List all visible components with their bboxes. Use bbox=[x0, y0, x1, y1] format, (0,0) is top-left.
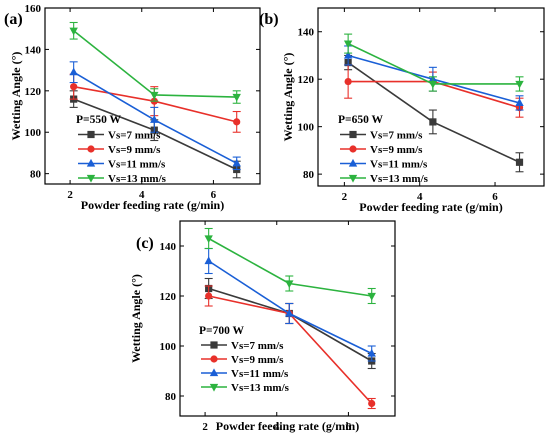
series-4 bbox=[343, 33, 524, 92]
y-tick-label: 140 bbox=[298, 27, 315, 39]
data-point bbox=[204, 256, 213, 265]
legend-marker bbox=[87, 145, 95, 153]
data-point bbox=[150, 91, 159, 100]
legend-marker bbox=[210, 355, 218, 363]
data-point bbox=[367, 348, 376, 357]
legend-entry: Vs=7 mm/s bbox=[108, 130, 161, 142]
legend-entry: Vs=9 mm/s bbox=[231, 354, 284, 366]
data-point bbox=[205, 292, 213, 300]
legend-marker bbox=[209, 368, 219, 377]
legend-marker bbox=[209, 383, 219, 392]
x-tick-label: 4 bbox=[274, 421, 280, 433]
y-tick-label: 120 bbox=[160, 291, 177, 303]
data-point bbox=[515, 158, 524, 166]
data-point bbox=[70, 83, 78, 91]
series-4 bbox=[204, 227, 376, 305]
data-point bbox=[204, 235, 213, 244]
data-point bbox=[285, 280, 294, 289]
panel-label: (b) bbox=[259, 11, 279, 28]
y-tick-label: 120 bbox=[298, 74, 315, 86]
chart-panel-1: 2 4 6 80 100 120 140 160 Powder feeding rate (g/… bbox=[4, 3, 261, 212]
legend-entry: Vs=7 mm/s bbox=[231, 340, 284, 352]
series-4 bbox=[69, 21, 241, 104]
legend-entry: Vs=11 mm/s bbox=[231, 368, 289, 380]
legend-entry: Vs=7 mm/s bbox=[370, 130, 423, 142]
legend-title: P=650 W bbox=[338, 114, 383, 126]
data-point bbox=[343, 40, 353, 49]
y-axis-label: Wetting Angle (°) bbox=[129, 274, 143, 363]
plot-frame bbox=[179, 220, 396, 417]
data-point bbox=[515, 80, 524, 89]
y-axis-label: Wetting Angle (°) bbox=[281, 53, 295, 142]
x-tick-label: 4 bbox=[417, 191, 423, 203]
data-point bbox=[285, 308, 294, 317]
legend-marker bbox=[86, 158, 96, 167]
series-3 bbox=[204, 247, 376, 362]
legend-marker bbox=[86, 174, 96, 183]
legend-entry: Vs=13 mm/s bbox=[231, 382, 290, 394]
legend-entry: Vs=9 mm/s bbox=[370, 144, 423, 156]
data-point bbox=[367, 292, 376, 301]
x-tick-label: 2 bbox=[67, 189, 73, 201]
panel-label: (a) bbox=[4, 11, 23, 28]
legend-entry: Vs=13 mm/s bbox=[370, 173, 429, 185]
legend: P=550 W Vs=7 mm/s Vs=9 mm/s Vs=11 mm/s Vs=13… bbox=[76, 114, 167, 185]
data-point bbox=[368, 399, 376, 408]
data-point bbox=[232, 158, 241, 167]
legend-entry: Vs=11 mm/s bbox=[370, 159, 428, 171]
y-tick-label: 80 bbox=[30, 169, 42, 181]
y-tick-label: 80 bbox=[303, 169, 315, 181]
x-axis-label: Powder feeding rate (g/min) bbox=[216, 419, 359, 433]
x-tick-label: 2 bbox=[342, 191, 348, 203]
panel-label: (c) bbox=[136, 235, 154, 252]
data-point bbox=[232, 93, 241, 102]
y-tick-label: 140 bbox=[160, 241, 177, 253]
data-point bbox=[344, 77, 352, 86]
x-tick-label: 6 bbox=[346, 421, 352, 433]
legend-title: P=700 W bbox=[199, 325, 244, 337]
data-point bbox=[429, 118, 437, 126]
x-tick-label: 2 bbox=[202, 421, 208, 433]
plot-frame bbox=[44, 7, 261, 185]
legend-marker bbox=[210, 341, 218, 349]
y-tick-label: 100 bbox=[298, 122, 315, 134]
x-tick-label: 4 bbox=[139, 189, 145, 201]
legend-marker bbox=[348, 158, 358, 167]
x-axis-label: Powder feeding rate (g/min) bbox=[81, 198, 224, 212]
y-axis-label: Wetting Angle (°) bbox=[9, 52, 23, 141]
legend-marker bbox=[348, 174, 358, 183]
y-tick-label: 80 bbox=[165, 391, 177, 403]
data-point bbox=[515, 98, 524, 107]
legend-marker bbox=[349, 130, 357, 139]
y-tick-label: 140 bbox=[25, 44, 42, 56]
x-axis-label: Powder feeding rate (g/min) bbox=[359, 200, 502, 214]
y-tick-label: 100 bbox=[25, 127, 42, 139]
chart-panel-2: 2 4 6 80 100 120 140 Powder feeding rate (g/min… bbox=[259, 7, 545, 214]
legend-marker bbox=[87, 130, 95, 139]
series-line bbox=[208, 237, 372, 297]
y-tick-label: 100 bbox=[160, 341, 177, 353]
series-3 bbox=[69, 61, 241, 171]
legend: P=650 W Vs=7 mm/s Vs=9 mm/s Vs=11 mm/s Vs=13… bbox=[338, 114, 429, 185]
legend-entry: Vs=11 mm/s bbox=[108, 159, 166, 171]
legend-entry: Vs=13 mm/s bbox=[108, 173, 167, 185]
chart-panel-3: 2 4 6 80 100 120 140 Powder feeding rate (g/min… bbox=[129, 220, 396, 433]
x-tick-label: 6 bbox=[211, 189, 217, 201]
data-point bbox=[343, 50, 353, 59]
data-point bbox=[69, 67, 78, 76]
data-point bbox=[150, 115, 159, 123]
legend-entry: Vs=9 mm/s bbox=[108, 144, 161, 156]
data-point bbox=[69, 27, 78, 36]
legend-marker bbox=[349, 145, 357, 153]
legend-title: P=550 W bbox=[76, 114, 121, 126]
y-tick-label: 160 bbox=[25, 3, 42, 15]
y-tick-label: 120 bbox=[25, 86, 42, 98]
data-point bbox=[428, 80, 438, 89]
data-point bbox=[233, 118, 241, 126]
x-tick-label: 6 bbox=[492, 191, 498, 203]
legend: P=700 W Vs=7 mm/s Vs=9 mm/s Vs=11 mm/s Vs=13… bbox=[199, 325, 290, 394]
plot-frame bbox=[317, 7, 545, 187]
